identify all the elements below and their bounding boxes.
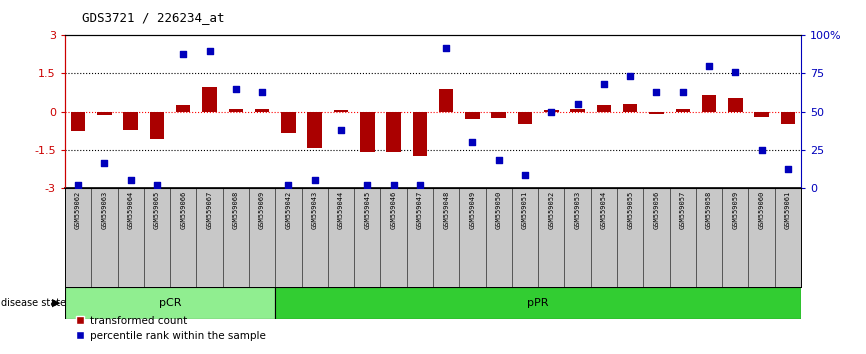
- Bar: [203, 87, 216, 112]
- Bar: [675, 109, 690, 112]
- Text: GSM559058: GSM559058: [706, 190, 712, 229]
- Bar: [439, 88, 454, 112]
- Point: [307, 177, 321, 183]
- Text: GSM559042: GSM559042: [286, 190, 291, 229]
- Point: [255, 89, 269, 95]
- Bar: [150, 112, 165, 139]
- Text: pCR: pCR: [158, 298, 181, 308]
- Point: [386, 182, 400, 187]
- Point: [702, 63, 716, 69]
- Bar: [518, 112, 533, 124]
- Point: [98, 160, 112, 166]
- Bar: [307, 112, 322, 148]
- Point: [781, 166, 795, 172]
- Point: [492, 158, 506, 163]
- Bar: [623, 104, 637, 112]
- Text: GSM559069: GSM559069: [259, 190, 265, 229]
- Point: [675, 89, 689, 95]
- Bar: [333, 110, 348, 112]
- Bar: [701, 95, 716, 112]
- Point: [728, 69, 742, 75]
- Bar: [97, 112, 112, 115]
- Text: GSM559064: GSM559064: [127, 190, 133, 229]
- Bar: [360, 112, 374, 152]
- Text: GSM559046: GSM559046: [391, 190, 397, 229]
- Text: GSM559065: GSM559065: [154, 190, 160, 229]
- Text: GSM559062: GSM559062: [75, 190, 81, 229]
- Point: [466, 139, 480, 145]
- Bar: [544, 110, 559, 112]
- Text: GSM559051: GSM559051: [522, 190, 528, 229]
- Bar: [412, 112, 427, 156]
- Text: GSM559056: GSM559056: [654, 190, 659, 229]
- Point: [650, 89, 663, 95]
- FancyBboxPatch shape: [275, 287, 801, 319]
- Text: GSM559066: GSM559066: [180, 190, 186, 229]
- Point: [413, 182, 427, 187]
- Bar: [571, 109, 585, 112]
- Text: GSM559063: GSM559063: [101, 190, 107, 229]
- Bar: [597, 105, 611, 112]
- Text: GSM559044: GSM559044: [338, 190, 344, 229]
- Point: [334, 127, 348, 133]
- Text: GSM559053: GSM559053: [575, 190, 580, 229]
- Point: [203, 48, 216, 53]
- Bar: [386, 112, 401, 152]
- Point: [124, 177, 138, 183]
- Bar: [71, 112, 86, 131]
- Point: [624, 74, 637, 79]
- Text: GSM559050: GSM559050: [495, 190, 501, 229]
- Legend: transformed count, percentile rank within the sample: transformed count, percentile rank withi…: [70, 312, 270, 345]
- Text: GSM559049: GSM559049: [469, 190, 475, 229]
- Text: GSM559060: GSM559060: [759, 190, 765, 229]
- Bar: [465, 112, 480, 119]
- Text: GSM559047: GSM559047: [417, 190, 423, 229]
- Text: GSM559048: GSM559048: [443, 190, 449, 229]
- Point: [545, 109, 559, 114]
- Bar: [176, 105, 191, 112]
- Text: GSM559061: GSM559061: [785, 190, 791, 229]
- Point: [229, 86, 242, 92]
- Point: [71, 182, 85, 187]
- Point: [150, 182, 164, 187]
- Text: GDS3721 / 226234_at: GDS3721 / 226234_at: [82, 11, 225, 24]
- Text: GSM559057: GSM559057: [680, 190, 686, 229]
- FancyBboxPatch shape: [65, 287, 275, 319]
- Text: GSM559045: GSM559045: [365, 190, 371, 229]
- Bar: [124, 112, 138, 130]
- Text: GSM559043: GSM559043: [312, 190, 318, 229]
- Bar: [728, 98, 742, 112]
- Point: [281, 182, 295, 187]
- Text: GSM559059: GSM559059: [733, 190, 739, 229]
- Point: [439, 45, 453, 50]
- Bar: [650, 112, 663, 114]
- Text: ▶: ▶: [52, 298, 61, 308]
- Bar: [492, 112, 506, 118]
- Text: disease state: disease state: [1, 298, 66, 308]
- Bar: [281, 112, 295, 133]
- Point: [754, 147, 768, 152]
- Bar: [255, 109, 269, 112]
- Point: [518, 173, 532, 178]
- Point: [177, 51, 191, 57]
- Text: GSM559055: GSM559055: [627, 190, 633, 229]
- Text: GSM559054: GSM559054: [601, 190, 607, 229]
- Text: GSM559068: GSM559068: [233, 190, 239, 229]
- Point: [571, 101, 585, 107]
- Bar: [780, 112, 795, 124]
- Text: pPR: pPR: [527, 298, 549, 308]
- Bar: [754, 112, 769, 117]
- Text: GSM559067: GSM559067: [207, 190, 212, 229]
- Text: GSM559052: GSM559052: [548, 190, 554, 229]
- Point: [360, 182, 374, 187]
- Bar: [229, 109, 243, 112]
- Point: [597, 81, 611, 87]
